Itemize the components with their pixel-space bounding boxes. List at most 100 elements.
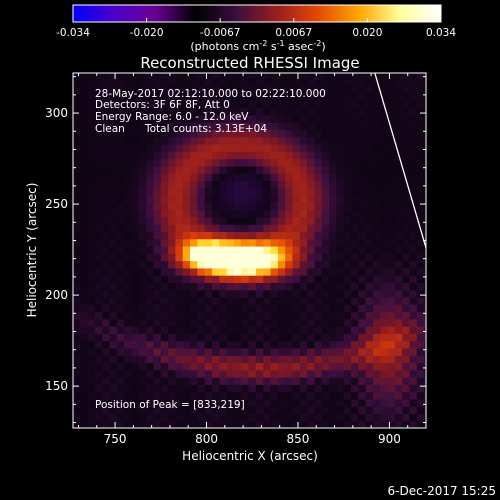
heatmap-cell	[372, 93, 381, 101]
heatmap-cell	[314, 311, 323, 320]
heatmap-cell	[241, 85, 250, 94]
heatmap-cell	[277, 318, 286, 327]
heatmap-cell	[102, 420, 111, 428]
heatmap-cell	[343, 420, 352, 428]
heatmap-cell	[109, 78, 118, 87]
heatmap-cell	[219, 187, 228, 196]
heatmap-cell	[365, 100, 374, 109]
heatmap-cell	[329, 420, 337, 428]
heatmap-cell	[270, 384, 279, 393]
heatmap-cell	[351, 216, 359, 225]
heatmap-cell	[160, 187, 169, 196]
heatmap-cell	[204, 216, 213, 225]
heatmap-cell	[380, 158, 389, 167]
heatmap-cell	[87, 216, 96, 225]
heatmap-cell	[409, 326, 418, 334]
heatmap-cell	[168, 151, 177, 160]
heatmap-cell	[131, 282, 140, 291]
heatmap-cell	[351, 384, 359, 393]
heatmap-cell	[343, 224, 352, 232]
heatmap-cell	[329, 267, 337, 276]
heatmap-cell	[409, 377, 418, 385]
heatmap-cell	[248, 107, 257, 116]
heatmap-cell	[248, 187, 257, 196]
heatmap-cell	[197, 413, 206, 422]
heatmap-cell	[285, 289, 294, 298]
heatmap-cell	[124, 194, 133, 203]
heatmap-cell	[277, 362, 286, 371]
heatmap-cell	[285, 216, 294, 225]
heatmap-cell	[409, 253, 418, 262]
heatmap-cell	[307, 180, 316, 189]
heatmap-cell	[248, 260, 257, 269]
heatmap-cell	[351, 136, 359, 145]
heatmap-cell	[270, 187, 279, 196]
heatmap-cell	[168, 136, 177, 145]
heatmap-cell	[94, 122, 103, 131]
heatmap-cell	[168, 384, 177, 393]
heatmap-cell	[138, 202, 147, 211]
heatmap-cell	[336, 267, 345, 276]
heatmap-cell	[204, 194, 213, 203]
heatmap-cell	[138, 180, 147, 189]
heatmap-cell	[124, 93, 133, 101]
heatmap-cell	[138, 362, 147, 371]
heatmap-cell	[248, 369, 257, 378]
heatmap-cell	[387, 136, 396, 145]
heatmap-cell	[336, 304, 345, 313]
heatmap-cell	[182, 377, 191, 385]
heatmap-cell	[416, 144, 425, 152]
heatmap-cell	[102, 100, 111, 109]
heatmap-cell	[102, 224, 111, 232]
heatmap-cell	[233, 362, 242, 371]
heatmap-cell	[109, 129, 118, 138]
heatmap-cell	[153, 304, 162, 313]
heatmap-cell	[190, 333, 198, 342]
heatmap-cell	[87, 194, 96, 203]
heatmap-cell	[270, 340, 279, 349]
heatmap-cell	[138, 78, 147, 87]
heatmap-cell	[94, 304, 103, 313]
heatmap-cell	[182, 282, 191, 291]
heatmap-cell	[292, 347, 301, 356]
heatmap-cell	[292, 362, 301, 371]
heatmap-cell	[197, 245, 206, 254]
heatmap-cell	[270, 114, 279, 123]
heatmap-cell	[116, 209, 125, 218]
heatmap-cell	[314, 384, 323, 393]
heatmap-cell	[219, 326, 228, 334]
heatmap-cell	[233, 136, 242, 145]
heatmap-cell	[212, 114, 220, 123]
heatmap-cell	[402, 158, 411, 167]
heatmap-cell	[416, 209, 425, 218]
heatmap-cell	[219, 100, 228, 109]
heatmap-cell	[299, 187, 308, 196]
heatmap-cell	[131, 73, 140, 80]
heatmap-cell	[424, 406, 426, 415]
heatmap-cell	[168, 406, 177, 415]
heatmap-cell	[263, 173, 272, 182]
heatmap-cell	[73, 151, 81, 160]
heatmap-cell	[153, 136, 162, 145]
heatmap-cell	[394, 202, 403, 211]
heatmap-cell	[329, 173, 337, 182]
heatmap-cell	[365, 194, 374, 203]
heatmap-cell	[277, 209, 286, 218]
heatmap-cell	[394, 231, 403, 240]
heatmap-cell	[263, 398, 272, 407]
heatmap-cell	[380, 73, 389, 80]
heatmap-cell	[73, 231, 81, 240]
heatmap-cell	[277, 282, 286, 291]
heatmap-cell	[102, 275, 111, 283]
heatmap-cell	[424, 296, 426, 305]
heatmap-cell	[73, 318, 81, 327]
heatmap-cell	[124, 224, 133, 232]
heatmap-cell	[102, 260, 111, 269]
heatmap-cell	[343, 245, 352, 254]
heatmap-cell	[109, 216, 118, 225]
heatmap-cell	[241, 73, 250, 80]
heatmap-cell	[80, 158, 89, 167]
heatmap-cell	[226, 144, 235, 152]
heatmap-cell	[255, 202, 264, 211]
heatmap-cell	[416, 187, 425, 196]
